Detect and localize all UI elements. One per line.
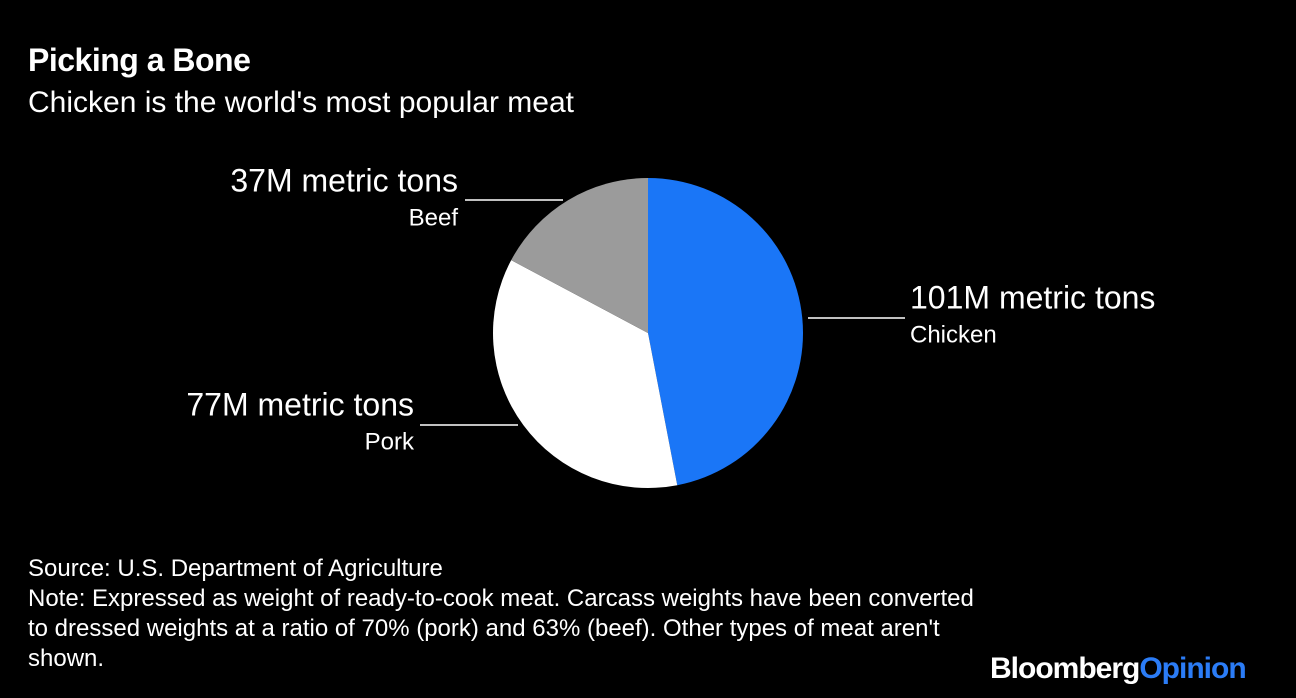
pie-slice — [511, 178, 648, 333]
category-label: Pork — [365, 428, 415, 455]
value-label: 37M metric tons — [230, 162, 458, 198]
logo-brand: Bloomberg — [990, 652, 1140, 685]
logo-section: Opinion — [1139, 652, 1246, 685]
logo: BloombergOpinion — [990, 652, 1247, 686]
pie-slice — [492, 260, 678, 488]
footer: Source: U.S. Department of Agriculture N… — [28, 554, 998, 674]
chart-subtitle: Chicken is the world's most popular meat — [28, 86, 574, 119]
chart-title: Picking a Bone — [28, 42, 251, 78]
category-label: Chicken — [910, 321, 997, 348]
note: Note: Expressed as weight of ready-to-co… — [28, 585, 974, 672]
value-label: 101M metric tons — [910, 279, 1155, 315]
source: Source: U.S. Department of Agriculture — [28, 555, 443, 582]
category-label: Beef — [409, 204, 459, 231]
value-label: 77M metric tons — [186, 386, 414, 422]
pie-slice — [648, 178, 803, 486]
